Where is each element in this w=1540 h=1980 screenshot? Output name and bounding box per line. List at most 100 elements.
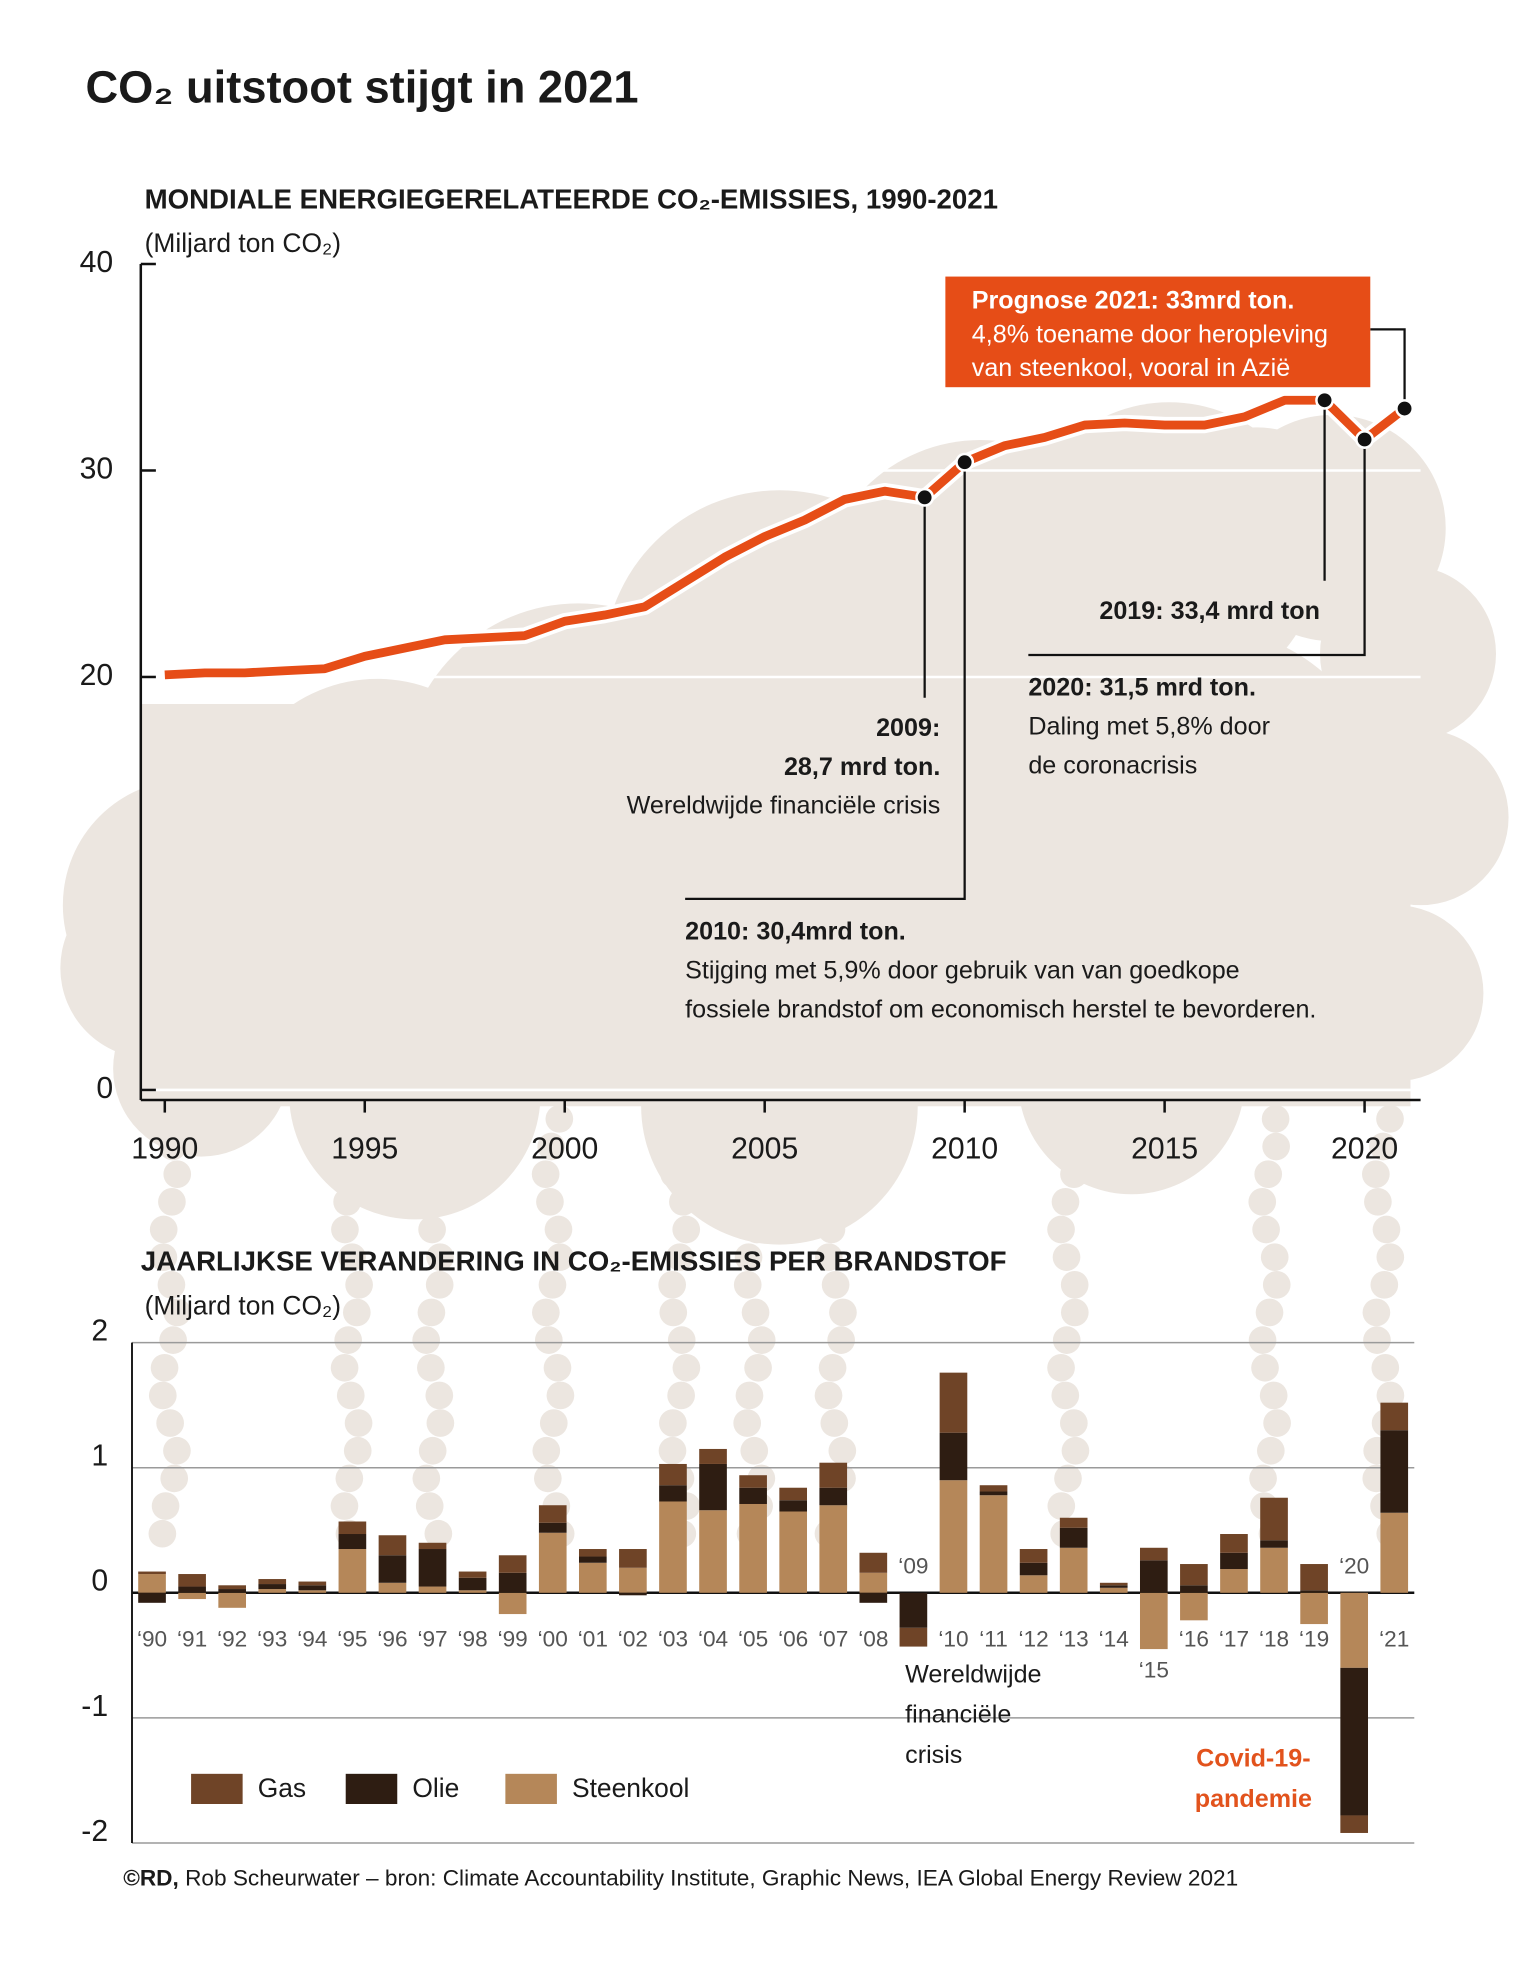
smoke-puff [734,1132,763,1161]
bar-segment [298,1590,327,1593]
credit: ©RD, [123,1865,179,1890]
smoke-puff [817,1215,846,1244]
bar-segment [498,1592,527,1615]
x-tick-label: 2005 [731,1132,798,1165]
smoke-puff [343,1436,372,1465]
x-tick-label: ‘97 [417,1627,447,1652]
x-tick-label: 1995 [331,1132,398,1165]
smoke-puff [341,1160,370,1188]
smoke-puff [814,1243,843,1271]
x-tick-label: ‘90 [137,1627,167,1652]
bar-segment [1340,1667,1369,1816]
smoke-puff [672,1353,701,1382]
bar-segment [538,1522,567,1533]
legend-swatch [345,1773,398,1804]
smoke-puff [149,1215,178,1244]
smoke-puff [163,1298,192,1327]
smoke-puff [1256,1436,1285,1465]
bar-segment [899,1592,928,1628]
smoke-puff [345,1270,373,1299]
leader-line [685,462,966,900]
smoke-puff [1262,1132,1290,1161]
bar-segment [578,1562,607,1593]
bar-segment [939,1432,968,1481]
smoke-puff [158,1132,187,1161]
marker [1395,399,1415,418]
bar-segment [619,1549,647,1568]
smoke-puff [160,1464,189,1493]
smoke-puff [345,1132,374,1161]
data-line [164,395,1408,680]
bar-segment [458,1577,487,1591]
x-tick-label: ‘03 [658,1627,688,1652]
smoke-puff [1364,1188,1392,1216]
bar-segment [578,1549,607,1557]
bar-segment [779,1500,808,1512]
smoke-puff [664,1105,693,1133]
marks [138,328,1415,1833]
bar-segment [739,1487,767,1504]
smoke-puff [744,1353,772,1382]
y-axis-label: (Miljard ton CO₂) [145,1290,341,1320]
smoke-puff [532,1298,560,1327]
x-tick-label: 2010 [931,1132,998,1165]
smoke-puff [741,1298,770,1327]
bar-segment [1059,1547,1088,1593]
smoke-puff [1376,1105,1404,1133]
smoke-puff [733,1105,762,1133]
smoke-puff [159,1326,187,1354]
annotation-text: van steenkool, vooral in Azië [972,354,1290,382]
smoke-puff [1259,1381,1288,1410]
x-tick-label: ‘14 [1099,1627,1129,1652]
legend-label: Steenkool [572,1773,689,1803]
smoke-puff [1053,1105,1082,1133]
smoke-puff [829,1298,857,1327]
bar-segment [538,1532,567,1593]
y-tick-label: -1 [81,1690,108,1723]
x-tick-label: ‘98 [458,1627,488,1652]
smoke-puff [1051,1381,1080,1410]
bar-segment [619,1567,647,1593]
x-tick-label: ‘18 [1259,1627,1289,1652]
smoke-puff [821,1270,850,1299]
legend-swatch [191,1773,243,1804]
x-tick-label: ‘17 [1219,1627,1249,1652]
bar-segment [1099,1582,1128,1586]
chart-subtitle: MONDIALE ENERGIEGERELATEERDE CO₂-EMISSIE… [145,183,998,214]
smoke-puff [666,1243,694,1271]
x-tick-label: ‘15 [1139,1658,1169,1683]
bar-segment [819,1487,848,1506]
smoke-puff [330,1492,359,1520]
x-tick-label: ‘16 [1179,1627,1209,1652]
smoke-puff [426,1105,455,1133]
annotation-heading: 28,7 mrd ton. [784,753,940,781]
bar-segment [1059,1527,1088,1548]
bar-segment [378,1535,407,1556]
smoke-puff [418,1436,447,1465]
annotation-heading: pandemie [1195,1785,1312,1813]
bar-segment [1260,1540,1288,1548]
annotation-heading: 2019: 33,4 mrd ton [1099,597,1320,625]
smoke-puff [1060,1409,1088,1437]
bar-segment [1180,1592,1208,1621]
smoke-puff [331,1215,359,1244]
leader-line [1370,328,1406,409]
smoke-puff [334,1326,363,1354]
bar-segment [739,1475,767,1488]
smoke-puff [417,1298,446,1327]
source: Rob Scheurwater – bron: Climate Accounta… [185,1865,1238,1890]
bar-segment [699,1448,727,1464]
bar-segment [178,1592,206,1600]
x-tick-label: ‘05 [738,1627,768,1652]
smoke-puff [827,1326,855,1354]
smoke-puff [659,1409,687,1437]
smoke-puff [1254,1160,1283,1188]
bar-segment [418,1542,447,1550]
smoke-puff [163,1160,192,1188]
smoke-puff [534,1464,562,1493]
smoke-puff [424,1519,453,1548]
smoke-puff [1047,1353,1075,1382]
bar-segment [1059,1517,1088,1528]
bar-segment [378,1582,407,1593]
smoke-puff [1370,1270,1399,1299]
